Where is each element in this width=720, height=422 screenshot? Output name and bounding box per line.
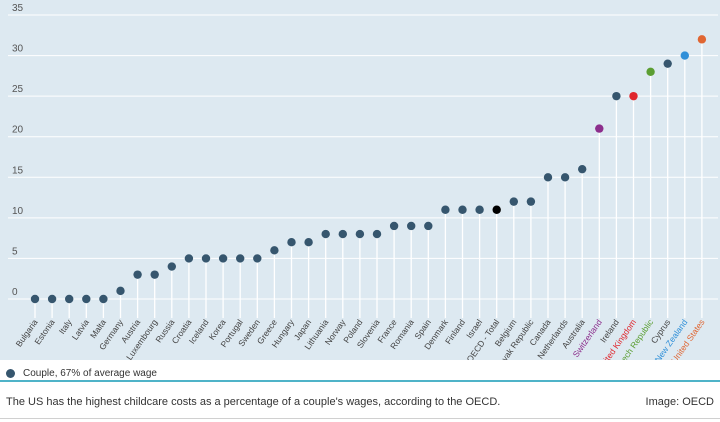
data-point bbox=[304, 238, 313, 247]
data-point bbox=[441, 205, 450, 214]
data-point bbox=[372, 229, 382, 239]
data-point bbox=[82, 294, 91, 304]
data-point bbox=[355, 229, 365, 239]
y-tick-label: 30 bbox=[12, 44, 24, 55]
data-point bbox=[475, 205, 484, 214]
y-tick-label: 15 bbox=[12, 165, 24, 176]
data-point bbox=[65, 294, 74, 304]
data-point bbox=[492, 205, 501, 214]
data-point bbox=[99, 294, 108, 304]
data-point bbox=[663, 59, 672, 68]
data-point bbox=[321, 229, 330, 239]
data-point bbox=[629, 91, 638, 101]
data-point bbox=[646, 67, 655, 77]
caption: The US has the highest childcare costs a… bbox=[6, 396, 501, 408]
image-credit: Image: OECD bbox=[645, 396, 714, 408]
data-point bbox=[697, 35, 707, 44]
legend: Couple, 67% of average wage bbox=[6, 366, 157, 380]
y-tick-label: 10 bbox=[12, 206, 24, 217]
data-point bbox=[560, 173, 570, 182]
data-point bbox=[236, 254, 245, 263]
y-tick-label: 25 bbox=[12, 84, 24, 95]
data-point bbox=[116, 286, 125, 296]
y-tick-label: 35 bbox=[12, 3, 24, 14]
data-point bbox=[578, 164, 587, 174]
data-point bbox=[270, 246, 279, 255]
data-point bbox=[167, 262, 176, 271]
legend-label: Couple, 67% of average wage bbox=[23, 367, 157, 379]
y-tick-label: 5 bbox=[12, 246, 18, 257]
data-point bbox=[612, 91, 621, 101]
data-point bbox=[201, 254, 211, 263]
data-point bbox=[389, 221, 399, 231]
y-tick-label: 20 bbox=[12, 125, 24, 136]
y-tick-label: 0 bbox=[12, 287, 18, 298]
data-point bbox=[509, 197, 518, 206]
data-point bbox=[526, 197, 536, 206]
data-point bbox=[184, 254, 194, 263]
data-point bbox=[150, 270, 159, 279]
data-point bbox=[424, 221, 433, 231]
bottom-divider bbox=[0, 418, 720, 419]
data-point bbox=[30, 294, 40, 304]
data-point bbox=[543, 173, 553, 182]
data-point bbox=[407, 221, 416, 231]
x-tick-label: Latvia bbox=[70, 317, 91, 342]
data-point bbox=[595, 124, 604, 133]
data-point bbox=[253, 254, 262, 263]
legend-marker bbox=[6, 368, 15, 378]
data-point bbox=[287, 238, 296, 247]
data-point bbox=[133, 270, 142, 279]
data-point bbox=[458, 205, 467, 214]
chart-area: 0 5 10 15 20 25 30 35 Bulgaria Estonia Italy Latvia… bbox=[0, 0, 720, 360]
data-point bbox=[680, 51, 689, 60]
data-point bbox=[218, 254, 228, 263]
legend-divider bbox=[0, 380, 720, 382]
data-point bbox=[47, 294, 57, 304]
data-point bbox=[338, 229, 347, 239]
